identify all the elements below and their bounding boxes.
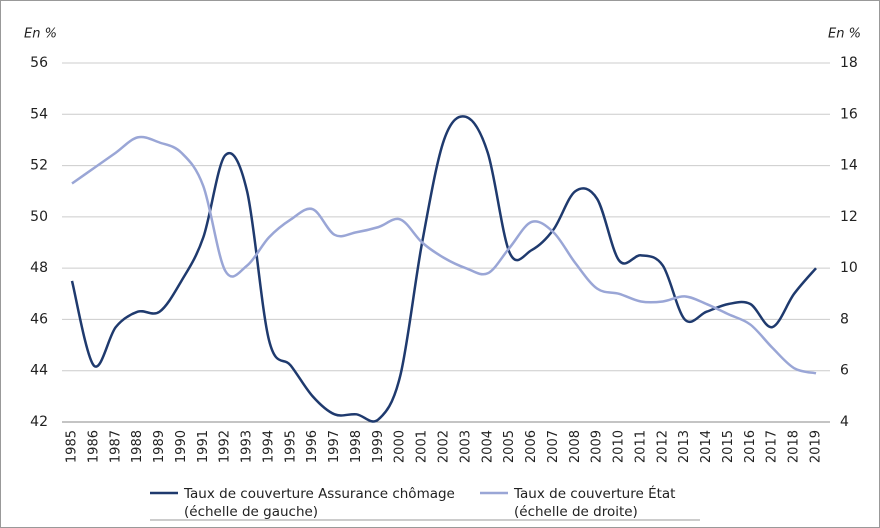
x-tick-label: 1994 bbox=[261, 430, 276, 463]
y2-tick-label: 14 bbox=[840, 158, 858, 174]
y2-tick-label: 6 bbox=[840, 363, 849, 379]
x-tick-label: 2017 bbox=[765, 430, 780, 463]
x-tick-label: 2014 bbox=[699, 430, 714, 463]
series-line bbox=[70, 115, 817, 423]
legend-label: Taux de couverture État bbox=[513, 485, 675, 502]
x-tick-label: 2005 bbox=[502, 430, 517, 463]
y2-tick-label: 16 bbox=[840, 106, 858, 122]
y-tick-label: 54 bbox=[30, 106, 48, 122]
x-tick-label: 1999 bbox=[371, 430, 386, 463]
x-tick-label: 2015 bbox=[721, 430, 736, 463]
y-tick-label: 42 bbox=[30, 414, 48, 430]
y2-tick-label: 8 bbox=[840, 311, 849, 327]
y2-tick-label: 10 bbox=[840, 260, 858, 276]
y2-tick-label: 18 bbox=[840, 55, 858, 71]
x-tick-label: 2013 bbox=[677, 430, 692, 463]
x-tick-label: 1985 bbox=[65, 430, 80, 463]
x-tick-label: 1993 bbox=[240, 430, 255, 463]
y-tick-label: 56 bbox=[30, 55, 48, 71]
x-tick-label: 2011 bbox=[633, 430, 648, 463]
series-line bbox=[71, 135, 817, 375]
y-unit: En % bbox=[24, 27, 57, 42]
y-tick-label: 46 bbox=[30, 311, 48, 327]
legend-note: (échelle de droite) bbox=[514, 504, 638, 520]
x-tick-label: 1991 bbox=[196, 430, 211, 463]
x-tick-label: 2008 bbox=[568, 430, 583, 463]
x-tick-label: 2000 bbox=[393, 430, 408, 463]
y-tick-label: 50 bbox=[30, 209, 48, 225]
x-tick-label: 2007 bbox=[546, 430, 561, 463]
x-tick-label: 1997 bbox=[327, 430, 342, 463]
x-tick-label: 1998 bbox=[349, 430, 364, 463]
x-tick-label: 2003 bbox=[458, 430, 473, 463]
x-tick-label: 2006 bbox=[524, 430, 539, 463]
x-tick-label: 2012 bbox=[655, 430, 670, 463]
x-tick-label: 2019 bbox=[809, 430, 824, 463]
y-tick-label: 48 bbox=[30, 260, 48, 276]
y2-unit: En % bbox=[828, 27, 861, 42]
x-tick-label: 2018 bbox=[787, 430, 802, 463]
y-tick-label: 52 bbox=[30, 158, 48, 174]
x-tick-label: 1992 bbox=[218, 430, 233, 463]
x-tick-label: 2002 bbox=[437, 430, 452, 463]
x-tick-label: 1986 bbox=[86, 430, 101, 463]
y-tick-label: 44 bbox=[30, 363, 48, 379]
y2-tick-label: 12 bbox=[840, 209, 858, 225]
x-tick-label: 2009 bbox=[590, 430, 605, 463]
x-tick-label: 1989 bbox=[152, 430, 167, 463]
x-tick-label: 2016 bbox=[743, 430, 758, 463]
y2-tick-label: 4 bbox=[840, 414, 849, 430]
x-tick-label: 2010 bbox=[612, 430, 627, 463]
legend-label: Taux de couverture Assurance chômage bbox=[183, 486, 455, 502]
x-tick-label: 2004 bbox=[480, 430, 495, 463]
x-tick-label: 1987 bbox=[108, 430, 123, 463]
x-tick-label: 1996 bbox=[305, 430, 320, 463]
legend-note: (échelle de gauche) bbox=[184, 504, 318, 520]
x-tick-label: 1995 bbox=[283, 430, 298, 463]
x-tick-label: 1988 bbox=[130, 430, 145, 463]
x-tick-label: 1990 bbox=[174, 430, 189, 463]
x-tick-label: 2001 bbox=[415, 430, 430, 463]
